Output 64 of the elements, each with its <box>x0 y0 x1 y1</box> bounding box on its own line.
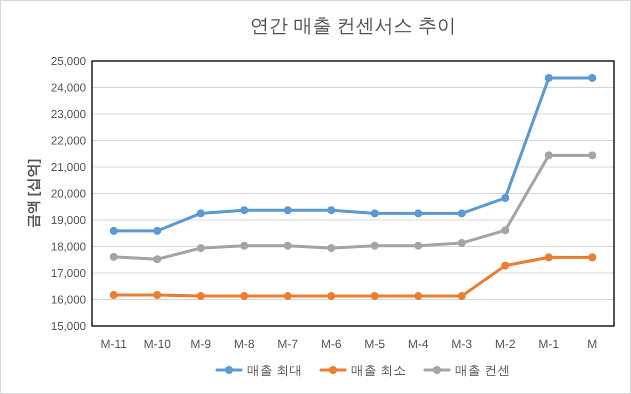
point <box>110 290 118 299</box>
point <box>458 239 466 248</box>
y-tick-label: 21,000 <box>50 162 86 174</box>
y-tick-label: 22,000 <box>50 136 86 148</box>
y-tick-label: 20,000 <box>50 188 86 200</box>
point <box>544 74 553 82</box>
point <box>370 292 379 300</box>
point <box>240 242 248 250</box>
y-axis-title: 금액 [십억] <box>25 158 41 228</box>
x-tick-label: M-3 <box>451 337 472 351</box>
y-tick-label: 16,000 <box>50 294 86 306</box>
point <box>110 252 118 261</box>
point <box>370 242 379 250</box>
x-tick-label: M-1 <box>538 337 560 351</box>
point <box>284 206 292 214</box>
point <box>588 253 596 262</box>
point <box>327 292 336 300</box>
point <box>284 242 292 250</box>
point <box>501 226 510 234</box>
point <box>284 292 292 300</box>
x-tick-label: M-2 <box>494 337 516 351</box>
y-tick-label: 19,000 <box>50 215 86 227</box>
chart-title: 연간 매출 컨센서스 추이 <box>250 16 456 37</box>
point <box>414 242 422 250</box>
legend-label: 매출 최소 <box>351 364 406 378</box>
point <box>414 209 422 218</box>
point <box>196 209 205 218</box>
point <box>588 151 596 160</box>
point <box>196 244 205 252</box>
x-tick-label: M-10 <box>144 337 172 351</box>
x-tick-label: M-7 <box>277 337 298 351</box>
x-tick-label: M-5 <box>364 337 386 351</box>
point <box>110 226 118 235</box>
point <box>458 292 466 300</box>
point <box>327 206 336 214</box>
y-tick-label: 18,000 <box>50 242 86 254</box>
point <box>196 292 205 300</box>
point <box>240 206 248 214</box>
point <box>544 253 553 262</box>
y-tick-label: 15,000 <box>50 321 86 333</box>
point <box>414 292 422 300</box>
x-tick-label: M-9 <box>190 337 212 351</box>
y-tick-label: 23,000 <box>50 109 86 121</box>
y-tick-label: 25,000 <box>50 56 86 68</box>
point <box>370 209 379 218</box>
point <box>501 262 510 270</box>
point <box>501 194 510 202</box>
point <box>240 292 248 300</box>
point <box>153 226 162 235</box>
x-tick-label: M-4 <box>408 337 429 351</box>
x-tick-label: M-8 <box>234 337 255 351</box>
x-tick-label: M <box>587 337 598 351</box>
x-tick-label: M-11 <box>100 337 128 351</box>
point <box>544 151 553 160</box>
point <box>458 209 466 218</box>
point <box>588 74 596 82</box>
point <box>327 244 336 252</box>
point <box>153 290 162 299</box>
y-tick-label: 17,000 <box>50 268 86 280</box>
x-tick-label: M-6 <box>320 337 342 351</box>
legend-label: 매출 최대 <box>247 364 302 378</box>
point <box>153 255 162 264</box>
legend-label: 매출 컨센 <box>455 364 510 378</box>
y-tick-label: 24,000 <box>50 82 86 94</box>
